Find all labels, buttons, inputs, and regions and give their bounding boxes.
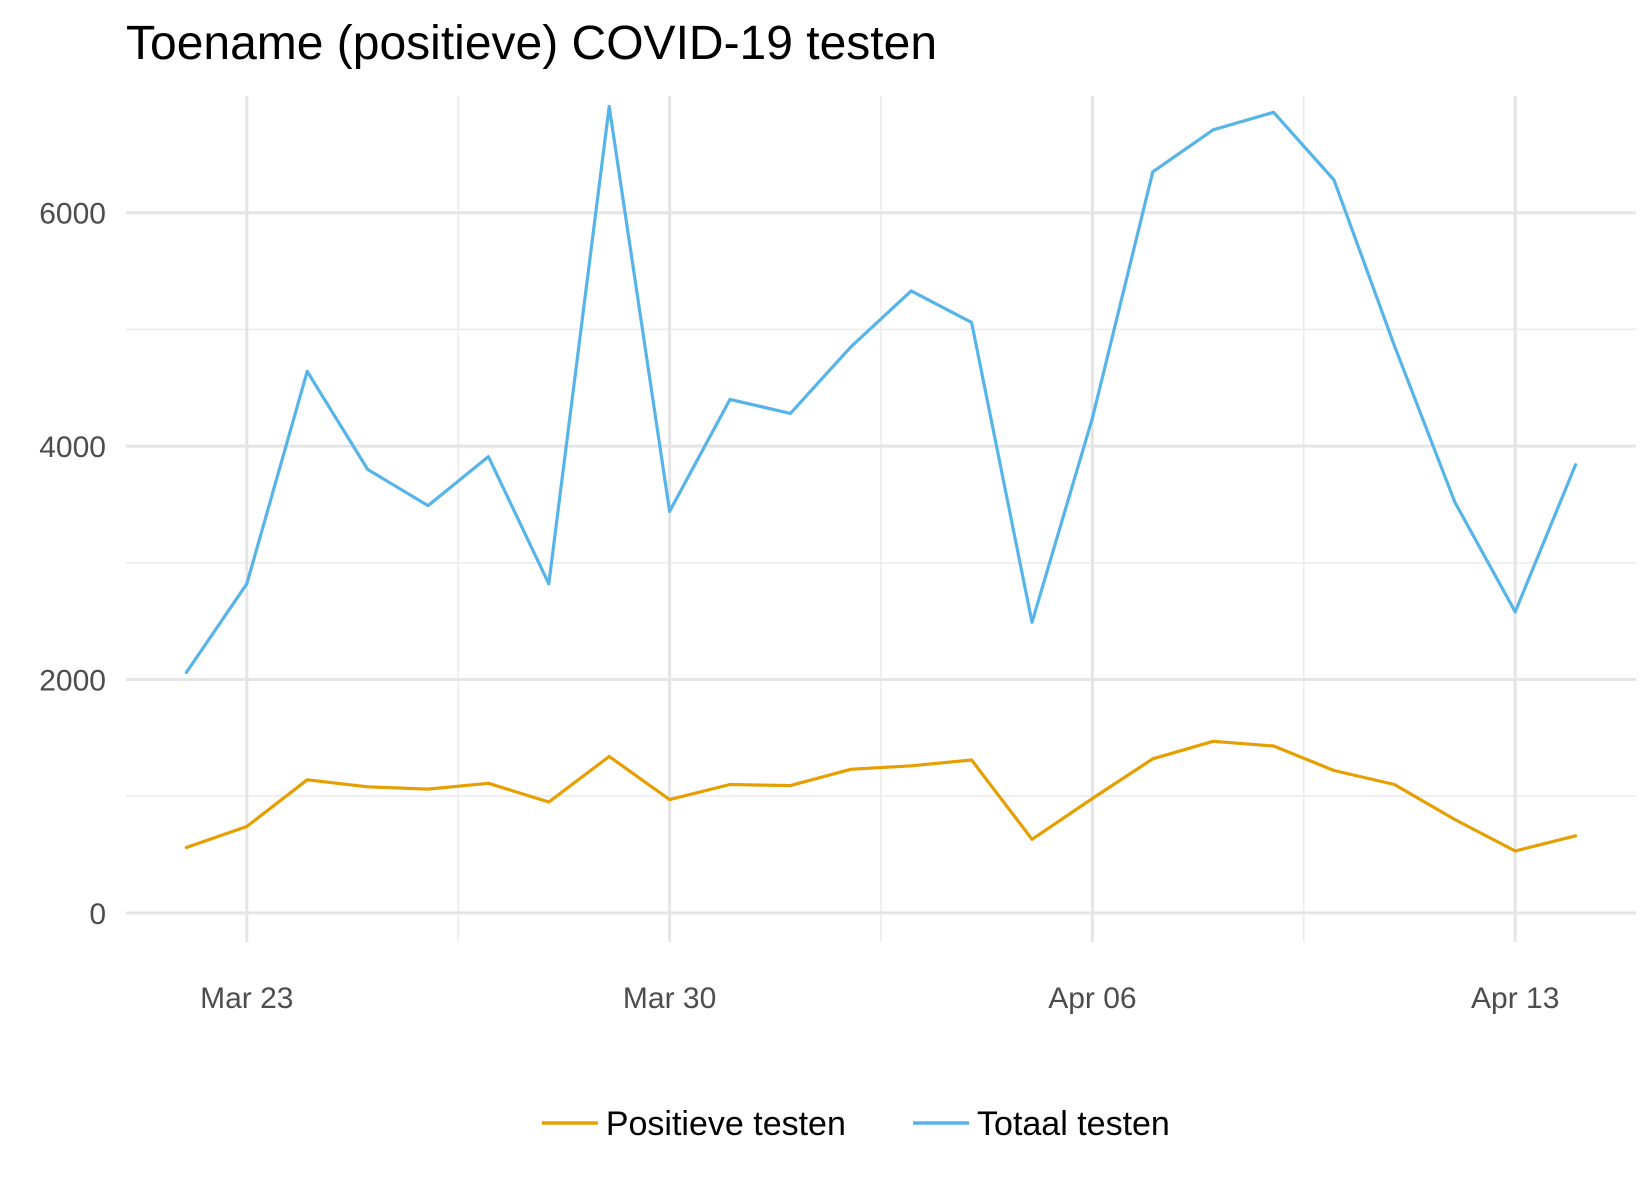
major-gridlines [126,96,1636,942]
chart-title: Toename (positieve) COVID-19 testen [126,17,938,70]
series-line [184,739,1578,853]
x-tick-label: Apr 13 [1471,982,1559,1015]
y-axis: 0 2000 4000 6000 [39,198,106,931]
x-tick-label: Mar 30 [623,982,716,1015]
y-tick-label: 2000 [39,664,106,697]
y-tick-label: 0 [89,898,106,931]
legend-label: Totaal testen [977,1105,1170,1143]
x-axis: Mar 23 Mar 30 Apr 06 Apr 13 [200,982,1559,1015]
series-line [184,104,1578,675]
x-tick-label: Apr 06 [1048,982,1136,1015]
legend: Positieve testen Totaal testen [541,1105,1170,1143]
minor-gridlines [126,96,1636,942]
y-tick-label: 6000 [39,198,106,231]
series-lines [184,104,1578,853]
legend-label: Positieve testen [606,1105,846,1143]
x-tick-label: Mar 23 [200,982,293,1015]
y-tick-label: 4000 [39,431,106,464]
